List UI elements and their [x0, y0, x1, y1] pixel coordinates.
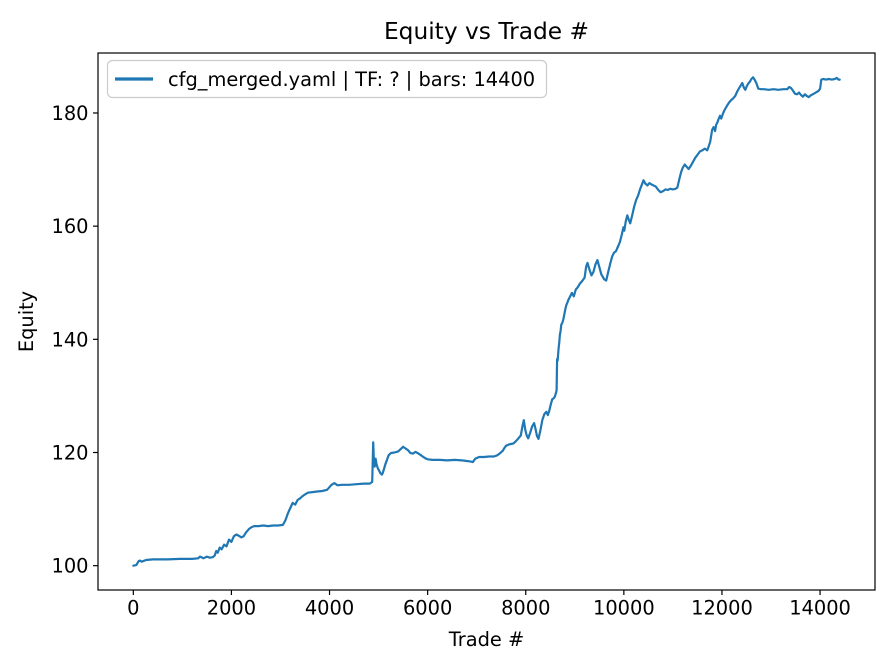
y-tick-label: 100 [51, 555, 88, 578]
x-axis-label: Trade # [448, 628, 525, 651]
chart-title: Equity vs Trade # [384, 18, 589, 45]
x-tick-label: 4000 [305, 597, 354, 620]
x-tick-label: 8000 [501, 597, 550, 620]
y-tick-label: 140 [51, 328, 88, 351]
legend-box [106, 59, 548, 99]
y-tick-label: 120 [51, 441, 88, 464]
axes-box [97, 52, 876, 591]
x-tick-label: 12000 [691, 597, 753, 620]
y-axis-ticks: 100 120 140 160 180 [51, 102, 98, 578]
x-tick-label: 14000 [789, 597, 851, 620]
legend: cfg_merged.yaml | TF: ? | bars: 14400 [106, 59, 548, 99]
x-tick-label: 0 [127, 597, 139, 620]
x-tick-label: 6000 [403, 597, 452, 620]
y-axis-label: Equity [15, 291, 38, 352]
y-tick-label: 160 [51, 215, 88, 238]
y-tick-label: 180 [51, 102, 88, 125]
equity-curve [132, 76, 841, 567]
series-layer [132, 76, 841, 567]
x-tick-label: 10000 [593, 597, 655, 620]
x-tick-label: 2000 [207, 597, 256, 620]
legend-entry-label: cfg_merged.yaml | TF: ? | bars: 14400 [168, 68, 535, 91]
x-axis-ticks: 0 2000 4000 6000 8000 10000 12000 14000 [127, 590, 851, 620]
